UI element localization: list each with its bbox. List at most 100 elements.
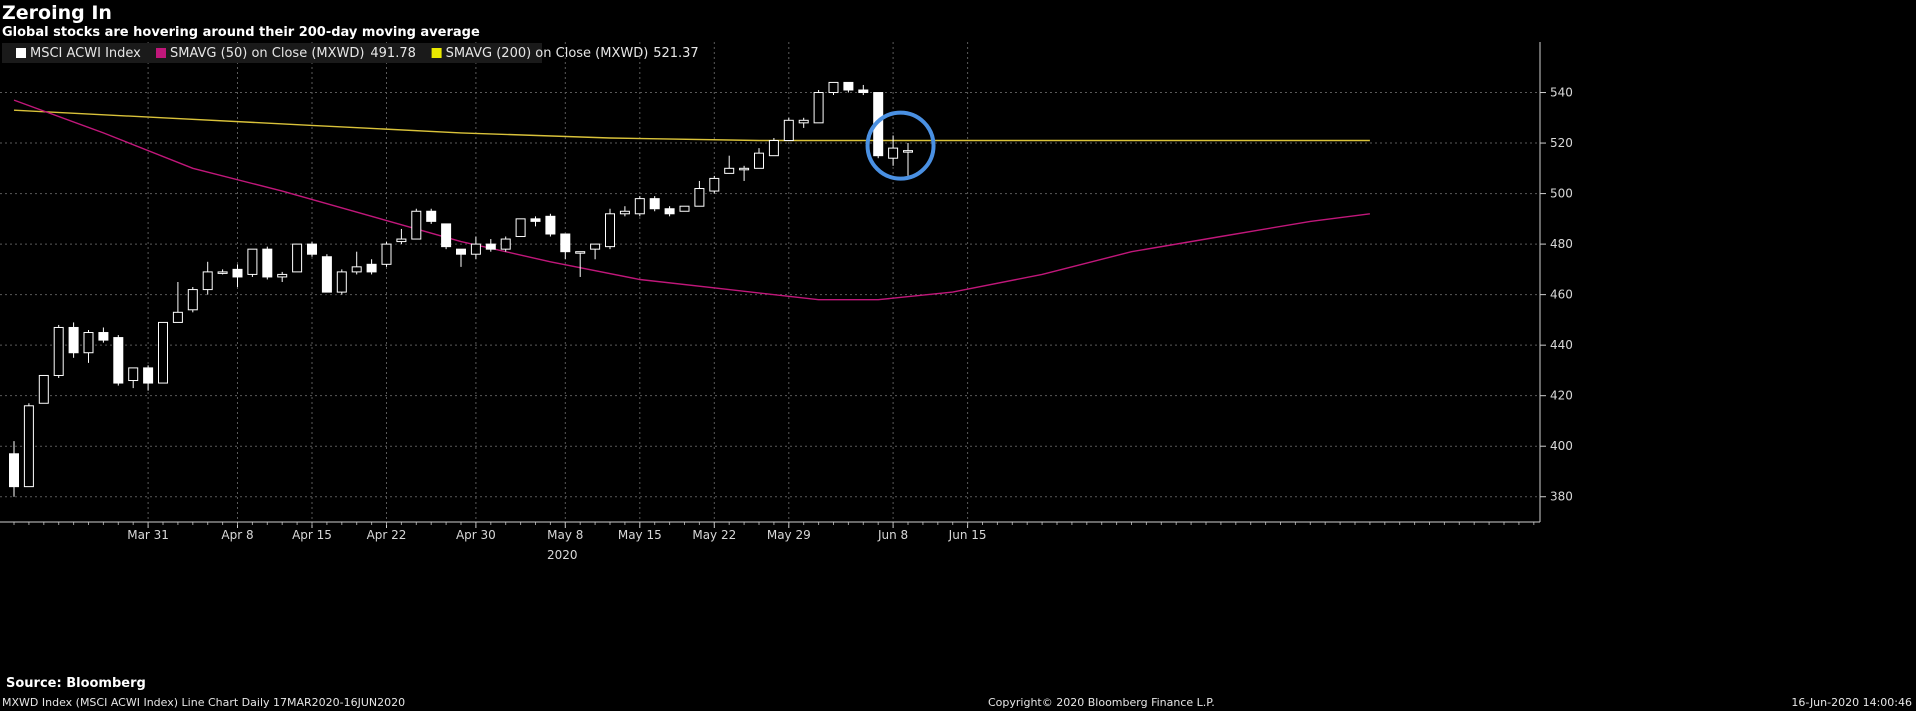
candle-body-up <box>783 119 794 142</box>
candle-body-up <box>679 205 690 212</box>
candle <box>590 243 601 260</box>
candle-body-down <box>441 223 452 248</box>
candle-body-down <box>321 256 332 293</box>
y-tick-label: 420 <box>1550 389 1573 403</box>
x-tick-label: May 15 <box>618 528 662 542</box>
source-label: Source: Bloomberg <box>6 676 146 691</box>
candle-body-up <box>381 243 392 265</box>
candle <box>277 271 288 282</box>
candle-body-up <box>247 248 258 275</box>
candle <box>68 322 79 358</box>
candle-body-up <box>619 210 630 215</box>
x-tick-label: Jun 8 <box>877 528 908 542</box>
candle <box>575 251 586 277</box>
candle <box>485 239 496 252</box>
candle <box>381 241 392 267</box>
x-tick-label: Apr 15 <box>292 528 332 542</box>
legend-swatch <box>16 48 26 58</box>
candle-body-up <box>187 289 198 311</box>
sma200-layer <box>13 109 1370 142</box>
candle <box>560 233 571 260</box>
candle-body-up <box>739 167 750 171</box>
candle-body-down <box>858 89 869 94</box>
candle-body-down <box>649 198 660 210</box>
x-tick-label: May 29 <box>767 528 811 542</box>
legend-swatch <box>156 48 166 58</box>
candle <box>694 180 705 207</box>
sma50-layer <box>13 99 1370 301</box>
highlight-circle <box>865 110 936 181</box>
candle <box>9 441 19 497</box>
candle <box>262 246 273 280</box>
candle-body-up <box>217 271 228 274</box>
legend-swatch <box>431 48 442 58</box>
candle-body-up <box>38 374 49 404</box>
candle-body-up <box>202 271 213 291</box>
candle-body-up <box>798 119 809 124</box>
candle <box>426 208 437 224</box>
candle-body-up <box>724 167 735 174</box>
candle-body-down <box>232 268 243 278</box>
y-tick-label: 500 <box>1550 187 1573 201</box>
candle-body-up <box>172 311 183 323</box>
candle-body-down <box>113 337 124 384</box>
candle <box>411 208 422 240</box>
candle <box>113 335 124 386</box>
candle-body-up <box>83 332 94 354</box>
legend-value: 491.78 <box>370 46 416 61</box>
candle <box>709 175 720 194</box>
candle-body-down <box>560 233 571 253</box>
x-tick-label: Mar 31 <box>127 528 169 542</box>
candle-body-down <box>307 243 317 255</box>
candle <box>903 143 913 176</box>
candle-body-up <box>292 243 303 273</box>
candle <box>217 269 228 275</box>
x-tick-label: Apr 30 <box>456 528 496 542</box>
candle-body-up <box>828 81 839 94</box>
candle-body-down <box>843 81 854 91</box>
chart-subtitle: Global stocks are hovering around their … <box>2 25 480 40</box>
candle-body-up <box>903 150 913 153</box>
candle-body-up <box>709 177 720 192</box>
legend-label: MSCI ACWI Index <box>30 46 141 61</box>
candle-body-down <box>545 215 556 235</box>
x-year-label: 2020 <box>547 548 578 562</box>
candle <box>843 81 854 93</box>
candle-body-up <box>277 273 288 278</box>
candle <box>53 324 64 378</box>
candle-body-up <box>694 188 705 207</box>
candle <box>888 135 899 166</box>
candle <box>783 117 794 142</box>
candle <box>172 282 183 323</box>
candle-body-up <box>53 326 64 376</box>
candle-body-down <box>9 453 19 488</box>
candle <box>187 287 198 313</box>
candle <box>202 261 213 295</box>
legend-background <box>2 43 542 63</box>
candle-body-up <box>768 140 779 157</box>
candle <box>798 117 809 128</box>
candle <box>754 148 764 169</box>
y-tick-label: 400 <box>1550 439 1573 453</box>
candle-body-down <box>456 248 466 255</box>
candle <box>232 264 243 288</box>
candle <box>247 248 258 277</box>
legend-value: 521.37 <box>653 46 699 61</box>
chart-title: Zeroing In <box>2 2 112 24</box>
candle-body-up <box>23 405 34 488</box>
candle-body-up <box>575 251 586 254</box>
candle <box>500 236 511 252</box>
candle <box>470 236 481 260</box>
y-tick-label: 440 <box>1550 338 1573 352</box>
candle <box>158 321 168 384</box>
candle <box>336 269 347 295</box>
x-tick-label: May 22 <box>692 528 736 542</box>
candle-body-down <box>143 367 154 384</box>
candle-body-up <box>470 243 481 255</box>
candle-body-up <box>590 243 601 250</box>
candle-body-down <box>530 218 541 222</box>
candle <box>321 254 332 293</box>
x-tick-label: Jun 15 <box>948 528 987 542</box>
candle <box>634 196 645 217</box>
candle <box>128 367 139 389</box>
